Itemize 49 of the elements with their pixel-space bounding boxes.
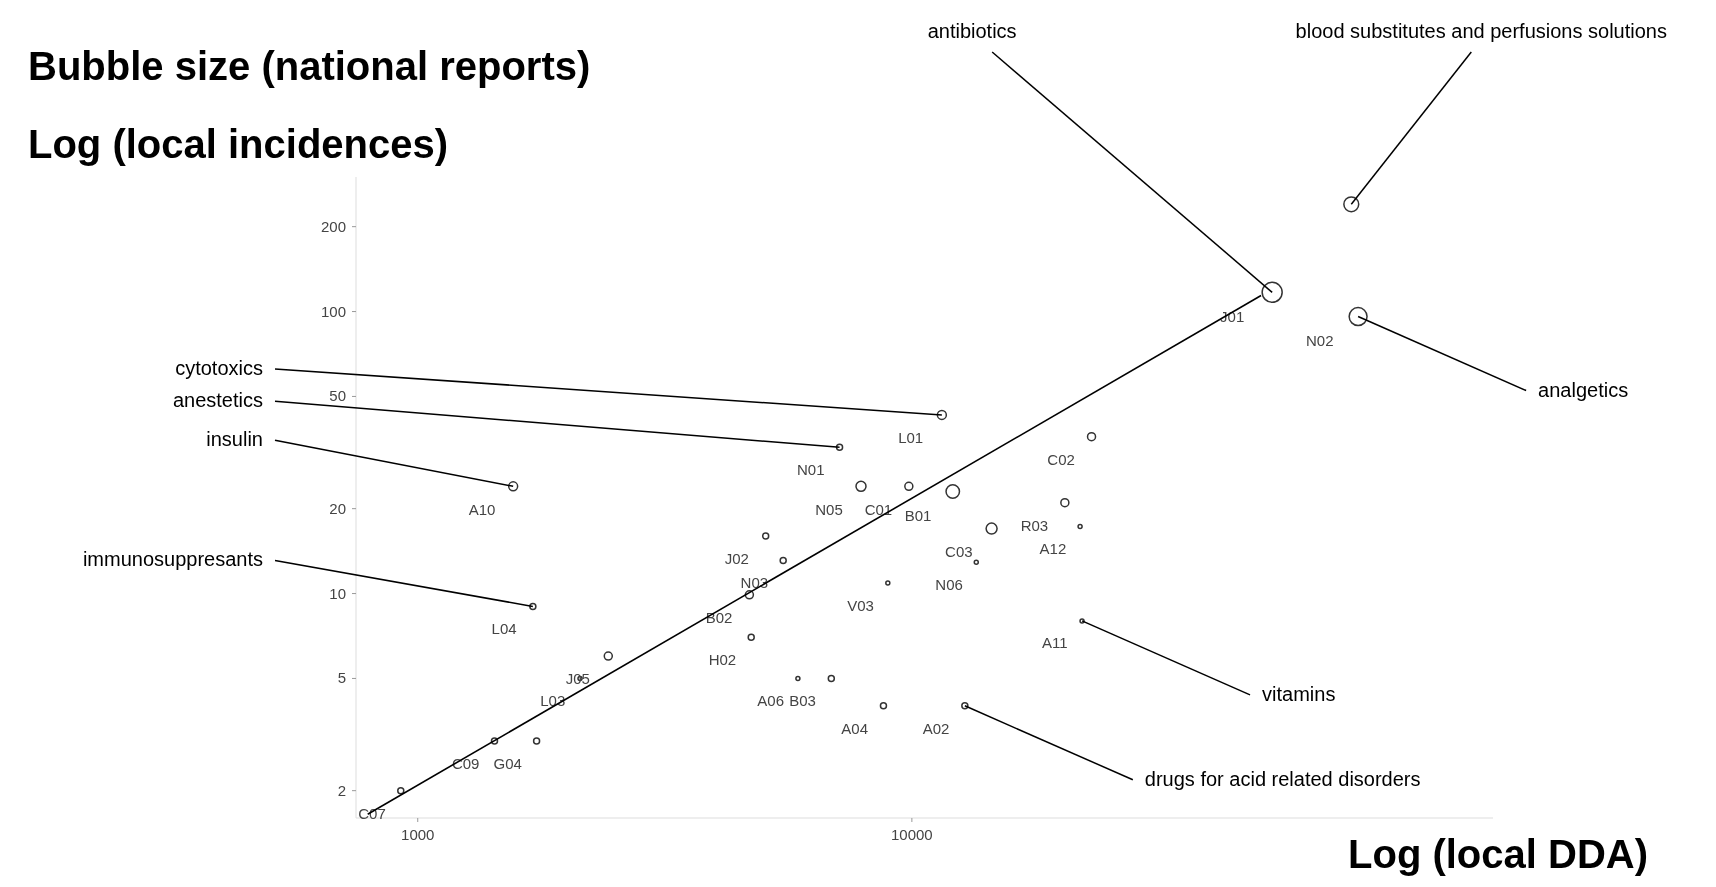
y-tick-label: 20 <box>329 499 346 517</box>
y-tick-label: 5 <box>337 669 346 687</box>
data-label: C09 <box>451 754 480 772</box>
data-label: A02 <box>922 719 950 737</box>
data-label: B01 <box>904 506 932 524</box>
annotation: analgetics <box>1538 378 1629 401</box>
data-label: B03 <box>789 692 816 710</box>
data-label: V03 <box>847 596 874 614</box>
data-label: B02 <box>705 608 733 626</box>
data-label: N02 <box>1306 332 1334 350</box>
data-label: L03 <box>540 692 566 710</box>
data-label: N06 <box>935 575 963 593</box>
x-axis-title: Log (local DDA) <box>1348 832 1648 876</box>
data-label: L04 <box>491 620 517 638</box>
annotation: cytotoxics <box>175 356 263 379</box>
data-label: A10 <box>468 500 496 518</box>
chart-title: Bubble size (national reports) <box>28 44 591 88</box>
data-label: A04 <box>841 719 868 737</box>
data-label: N05 <box>815 500 843 518</box>
data-label: C01 <box>864 500 893 518</box>
y-axis-title: Log (local incidences) <box>28 122 449 166</box>
annotation: antibiotics <box>927 20 1017 42</box>
x-tick-label: 1000 <box>401 826 435 843</box>
y-tick-label: 50 <box>329 387 346 405</box>
annotation: vitamins <box>1262 682 1336 705</box>
annotation: anestetics <box>172 389 263 412</box>
data-label: A12 <box>1039 540 1067 558</box>
annotation: immunosuppresants <box>82 548 263 571</box>
y-tick-label: 200 <box>320 217 346 235</box>
annotation: insulin <box>206 428 263 451</box>
data-label: J02 <box>724 549 749 567</box>
data-label: G04 <box>493 754 522 772</box>
data-label: R03 <box>1020 516 1049 534</box>
data-label: J05 <box>565 670 590 688</box>
data-label: L01 <box>898 429 924 447</box>
data-label: N01 <box>797 461 825 479</box>
annotation: blood substitutes and perfusions solutions <box>1295 20 1667 42</box>
annotation: drugs for acid related disorders <box>1144 767 1421 790</box>
data-label: C07 <box>358 804 386 822</box>
y-tick-label: 100 <box>320 302 346 320</box>
data-label: N03 <box>740 574 769 592</box>
data-label: A06 <box>757 692 785 710</box>
data-label: C03 <box>945 543 973 561</box>
data-label: H02 <box>708 651 737 669</box>
x-tick-label: 10000 <box>891 826 933 843</box>
data-label: A11 <box>1042 634 1068 652</box>
y-tick-label: 10 <box>329 584 346 602</box>
data-label: C02 <box>1047 450 1075 468</box>
y-tick-label: 2 <box>337 781 346 799</box>
